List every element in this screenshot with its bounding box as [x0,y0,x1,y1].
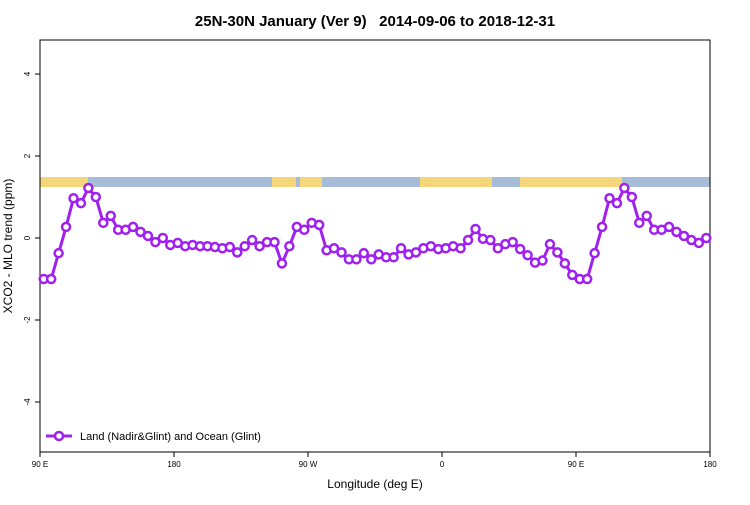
y-tick-label: 0 [23,235,32,240]
point [45,273,57,285]
point [366,254,377,265]
x-tick-label: 90 W [299,460,318,469]
point [246,234,258,246]
point [581,273,593,285]
y-tick-label: 4 [23,71,32,76]
y-tick-label: 2 [23,153,32,158]
point [239,240,250,252]
chart-title: 25N-30N January (Ver 9) 2014-09-06 to 20… [195,13,555,30]
point [693,237,705,249]
x-tick-label: 180 [167,460,181,469]
point [537,255,548,266]
y-axis-label: XCO2 - MLO trend (ppm) [1,179,15,314]
point [224,241,236,253]
point [507,236,518,248]
point [98,217,109,229]
point [388,252,399,263]
point [276,258,288,269]
point [641,210,652,222]
point [701,232,712,244]
point [336,247,347,258]
point [522,249,533,261]
point [83,182,94,194]
point [395,243,407,254]
point [552,247,563,258]
point [596,221,608,233]
point [75,197,87,209]
legend-marker [53,430,65,442]
x-tick-label: 180 [703,460,717,469]
legend-label: Land (Nadir&Glint) and Ocean (Glint) [80,431,261,443]
point [604,192,615,204]
legend-item: Land (Nadir&Glint) and Ocean (Glint) [46,430,261,443]
x-tick-label: 0 [440,460,445,469]
point [663,221,675,233]
point [127,221,139,233]
point [559,258,571,269]
point [351,254,362,265]
point [567,269,578,281]
point [232,247,243,258]
point [135,226,146,238]
point [671,226,682,238]
point [150,236,161,248]
point [254,240,265,252]
point [60,221,72,233]
surface-strip [40,177,710,187]
point [514,243,526,255]
point [410,247,422,258]
point [634,217,645,229]
point [90,191,102,203]
plot-frame [39,39,711,453]
x-tick-label: 90 E [568,460,584,469]
y-tick-label: -4 [23,398,32,406]
point [284,240,295,252]
point [492,243,504,254]
point [485,234,496,246]
point [299,224,310,236]
point [142,230,154,242]
point [358,247,370,259]
point [462,234,474,246]
point [455,243,466,254]
x-tick-label: 90 E [32,460,48,469]
point [68,192,79,204]
point [105,210,116,222]
point [544,238,556,250]
point [626,191,638,203]
point [53,247,64,259]
point [619,182,630,194]
x-axis-label: Longitude (deg E) [327,477,422,491]
point [313,219,325,231]
point [269,236,280,248]
point [589,247,600,259]
point [470,223,481,235]
point [611,197,623,209]
point [678,230,690,242]
point [328,243,340,254]
point [157,232,169,244]
y-tick-label: -2 [23,316,32,324]
